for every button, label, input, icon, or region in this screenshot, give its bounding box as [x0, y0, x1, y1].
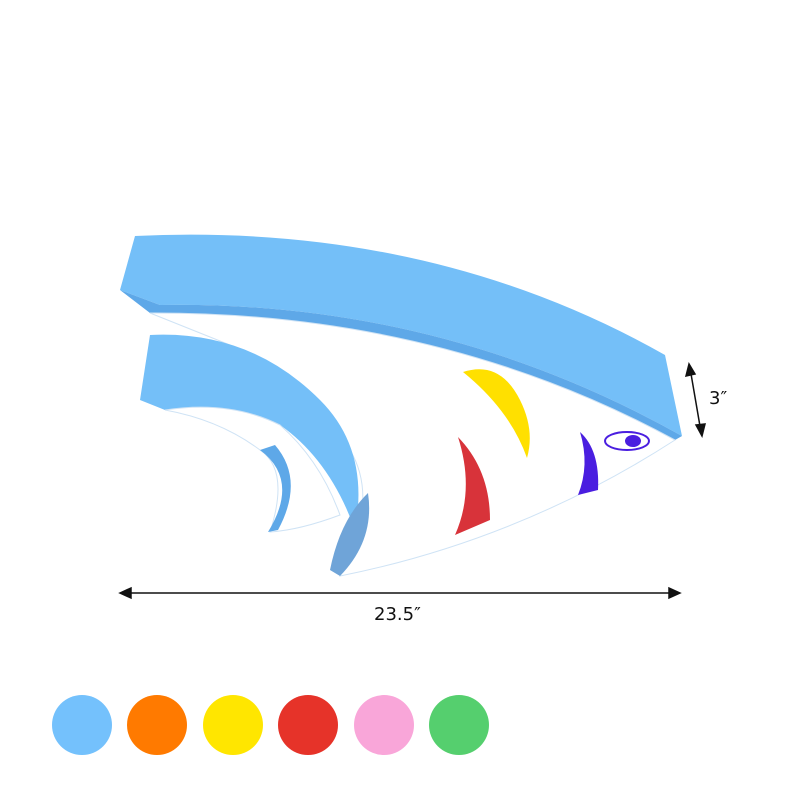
- fish-tail-white: [164, 406, 341, 533]
- height-arrow: [684, 362, 706, 439]
- fish-tail-fin-back: [330, 493, 370, 576]
- color-swatch-yellow[interactable]: [203, 695, 263, 755]
- color-swatch-green[interactable]: [429, 695, 489, 755]
- blue-stripe: [578, 432, 599, 495]
- red-stripe: [455, 437, 490, 535]
- color-swatch-orange[interactable]: [127, 695, 187, 755]
- color-swatch-pink[interactable]: [354, 695, 414, 755]
- yellow-stripe: [463, 369, 530, 458]
- color-swatch-red[interactable]: [278, 695, 338, 755]
- color-swatch-blue[interactable]: [52, 695, 112, 755]
- fish-tail-fin-lower: [260, 445, 291, 532]
- fish-top-band: [120, 234, 682, 436]
- fish-pupil: [625, 435, 641, 447]
- width-arrow: [118, 586, 682, 600]
- fish-top-band-edge: [120, 290, 682, 440]
- fish-tail-fin-inner: [140, 334, 359, 530]
- width-label: 23.5″: [374, 604, 421, 625]
- height-label: 3″: [709, 388, 728, 409]
